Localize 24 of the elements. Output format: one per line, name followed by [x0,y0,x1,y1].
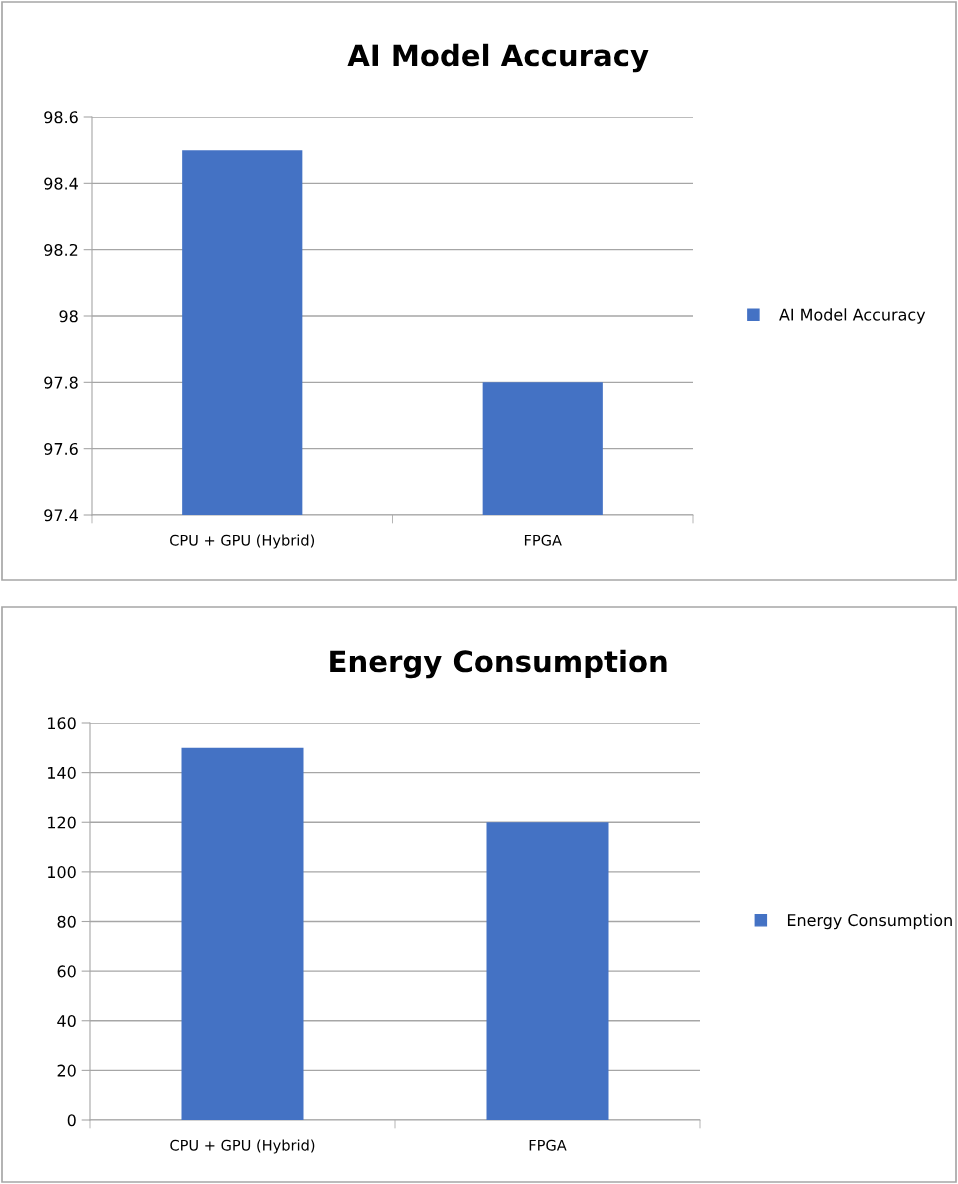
y-tick-label: 40 [57,1014,76,1028]
y-tick-label: 160 [48,717,76,730]
legend-label: AI Model Accuracy [779,308,926,324]
y-tick-label: 98.4 [44,177,78,190]
y-tick-label: 20 [57,1064,76,1077]
y-tick-label: 98 [59,310,78,323]
y-tick-label: 80 [57,915,76,928]
x-tick-label: FPGA [529,1139,567,1151]
chart-title: Energy Consumption [330,649,667,679]
chart-title: AI Model Accuracy [347,43,649,73]
legend-label: Energy Consumption [787,913,952,930]
y-tick-label: 97.4 [44,509,78,522]
y-tick-label: 97.8 [44,376,78,389]
x-tick-label: CPU + GPU (Hybrid) [170,1139,315,1154]
y-tick-label: 98.6 [44,111,78,124]
y-tick-label: 60 [57,965,76,978]
y-tick-label: 120 [48,816,76,829]
x-tick-label: CPU + GPU (Hybrid) [170,534,315,549]
y-tick-label: 100 [48,866,76,879]
y-tick-label: 140 [48,766,76,779]
x-tick-label: FPGA [524,534,562,546]
y-tick-label: 0 [67,1114,76,1127]
y-tick-label: 97.6 [44,442,78,455]
y-tick-label: 98.2 [44,243,78,256]
